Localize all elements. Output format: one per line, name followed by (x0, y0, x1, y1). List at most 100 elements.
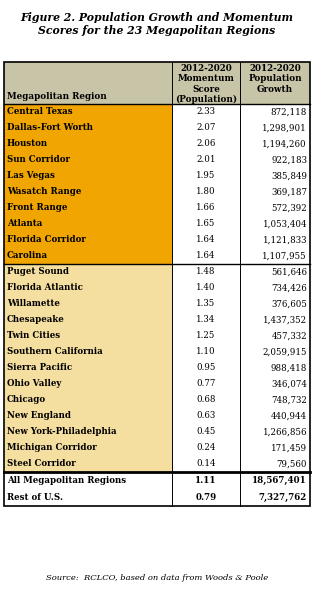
Text: Carolina: Carolina (7, 251, 48, 261)
Text: Rest of U.S.: Rest of U.S. (7, 493, 63, 502)
Text: 1,266,856: 1,266,856 (263, 428, 307, 437)
Text: New England: New England (7, 411, 71, 421)
Bar (4, 232, 172, 248)
Bar (4, 360, 172, 376)
Bar (4, 328, 172, 344)
Text: Sierra Pacific: Sierra Pacific (7, 363, 72, 372)
Bar (4, 424, 172, 440)
Bar (4, 136, 172, 152)
Text: Ohio Valley: Ohio Valley (7, 379, 61, 388)
Bar (4, 440, 172, 456)
Text: 346,074: 346,074 (271, 379, 307, 388)
Text: 0.95: 0.95 (196, 363, 216, 372)
Text: 1.25: 1.25 (196, 332, 216, 340)
Bar (172, 360, 310, 376)
Bar (172, 136, 310, 152)
Bar (172, 344, 310, 360)
Text: 1.34: 1.34 (196, 316, 216, 325)
Bar (172, 200, 310, 216)
Bar (172, 248, 310, 264)
Text: Central Texas: Central Texas (7, 107, 73, 116)
Text: 1.35: 1.35 (196, 300, 216, 309)
Text: 376,605: 376,605 (271, 300, 307, 309)
Text: 1,107,955: 1,107,955 (263, 251, 307, 261)
Text: 369,187: 369,187 (271, 188, 307, 196)
Text: 2012-2020
Population
Growth: 2012-2020 Population Growth (248, 64, 302, 94)
Text: 1,437,352: 1,437,352 (263, 316, 307, 325)
Text: 1,053,404: 1,053,404 (263, 219, 307, 228)
Text: Sun Corridor: Sun Corridor (7, 156, 70, 165)
Bar (4, 296, 172, 312)
Bar (172, 328, 310, 344)
Bar (4, 200, 172, 216)
Bar (172, 104, 310, 120)
Text: 7,327,762: 7,327,762 (259, 493, 307, 502)
Text: 1,298,901: 1,298,901 (262, 123, 307, 133)
Text: 0.79: 0.79 (195, 493, 217, 502)
Text: 0.77: 0.77 (196, 379, 216, 388)
Bar (4, 168, 172, 184)
Text: 0.45: 0.45 (196, 428, 216, 437)
Bar (4, 376, 172, 392)
Bar (4, 472, 310, 489)
Bar (4, 120, 172, 136)
Text: 1.64: 1.64 (196, 251, 216, 261)
Text: 2.01: 2.01 (196, 156, 216, 165)
Text: 0.14: 0.14 (196, 460, 216, 468)
Text: Megapolitan Region: Megapolitan Region (7, 92, 107, 101)
Text: Wasatch Range: Wasatch Range (7, 188, 81, 196)
Bar (172, 296, 310, 312)
Text: 1,121,833: 1,121,833 (263, 235, 307, 244)
Text: Figure 2. Population Growth and Momentum
Scores for the 23 Megapolitan Regions: Figure 2. Population Growth and Momentum… (20, 12, 294, 36)
Text: 457,332: 457,332 (271, 332, 307, 340)
Bar (4, 248, 172, 264)
Text: 2.06: 2.06 (196, 139, 216, 149)
Text: Dallas-Fort Worth: Dallas-Fort Worth (7, 123, 93, 133)
Bar (4, 152, 172, 168)
Text: Source:  RCLCO, based on data from Woods & Poole: Source: RCLCO, based on data from Woods … (46, 574, 268, 582)
Bar (172, 232, 310, 248)
Text: 2,059,915: 2,059,915 (263, 348, 307, 356)
Text: 1.48: 1.48 (196, 267, 216, 277)
Text: 2012-2020
Momentum
Score
(Population): 2012-2020 Momentum Score (Population) (175, 64, 237, 104)
Bar (172, 376, 310, 392)
Bar (172, 264, 310, 280)
Text: Chicago: Chicago (7, 395, 46, 405)
Bar (172, 168, 310, 184)
Text: 79,560: 79,560 (277, 460, 307, 468)
Bar (172, 184, 310, 200)
Bar (4, 264, 172, 280)
Text: Southern California: Southern California (7, 348, 103, 356)
Text: 1.95: 1.95 (196, 172, 216, 181)
Text: 1.65: 1.65 (196, 219, 216, 228)
Text: 1.66: 1.66 (196, 204, 216, 212)
Text: 1.64: 1.64 (196, 235, 216, 244)
Text: 0.63: 0.63 (196, 411, 216, 421)
Text: 2.33: 2.33 (197, 107, 215, 116)
Text: Las Vegas: Las Vegas (7, 172, 55, 181)
Text: 561,646: 561,646 (271, 267, 307, 277)
Text: 988,418: 988,418 (271, 363, 307, 372)
Text: 1,194,260: 1,194,260 (263, 139, 307, 149)
Bar (4, 216, 172, 232)
Bar (4, 184, 172, 200)
Bar (4, 62, 310, 506)
Text: 922,183: 922,183 (271, 156, 307, 165)
Bar (4, 312, 172, 328)
Bar (172, 392, 310, 408)
Bar (4, 344, 172, 360)
Text: Michigan Corridor: Michigan Corridor (7, 444, 97, 453)
Bar (172, 152, 310, 168)
Bar (172, 408, 310, 424)
Text: 1.40: 1.40 (196, 284, 216, 293)
Bar (172, 424, 310, 440)
Bar (4, 489, 310, 506)
Text: Front Range: Front Range (7, 204, 68, 212)
Text: 1.80: 1.80 (196, 188, 216, 196)
Bar (4, 408, 172, 424)
Text: 0.68: 0.68 (196, 395, 216, 405)
Text: 872,118: 872,118 (271, 107, 307, 116)
Text: Willamette: Willamette (7, 300, 60, 309)
Text: Atlanta: Atlanta (7, 219, 42, 228)
Text: All Megapolitan Regions: All Megapolitan Regions (7, 476, 126, 485)
